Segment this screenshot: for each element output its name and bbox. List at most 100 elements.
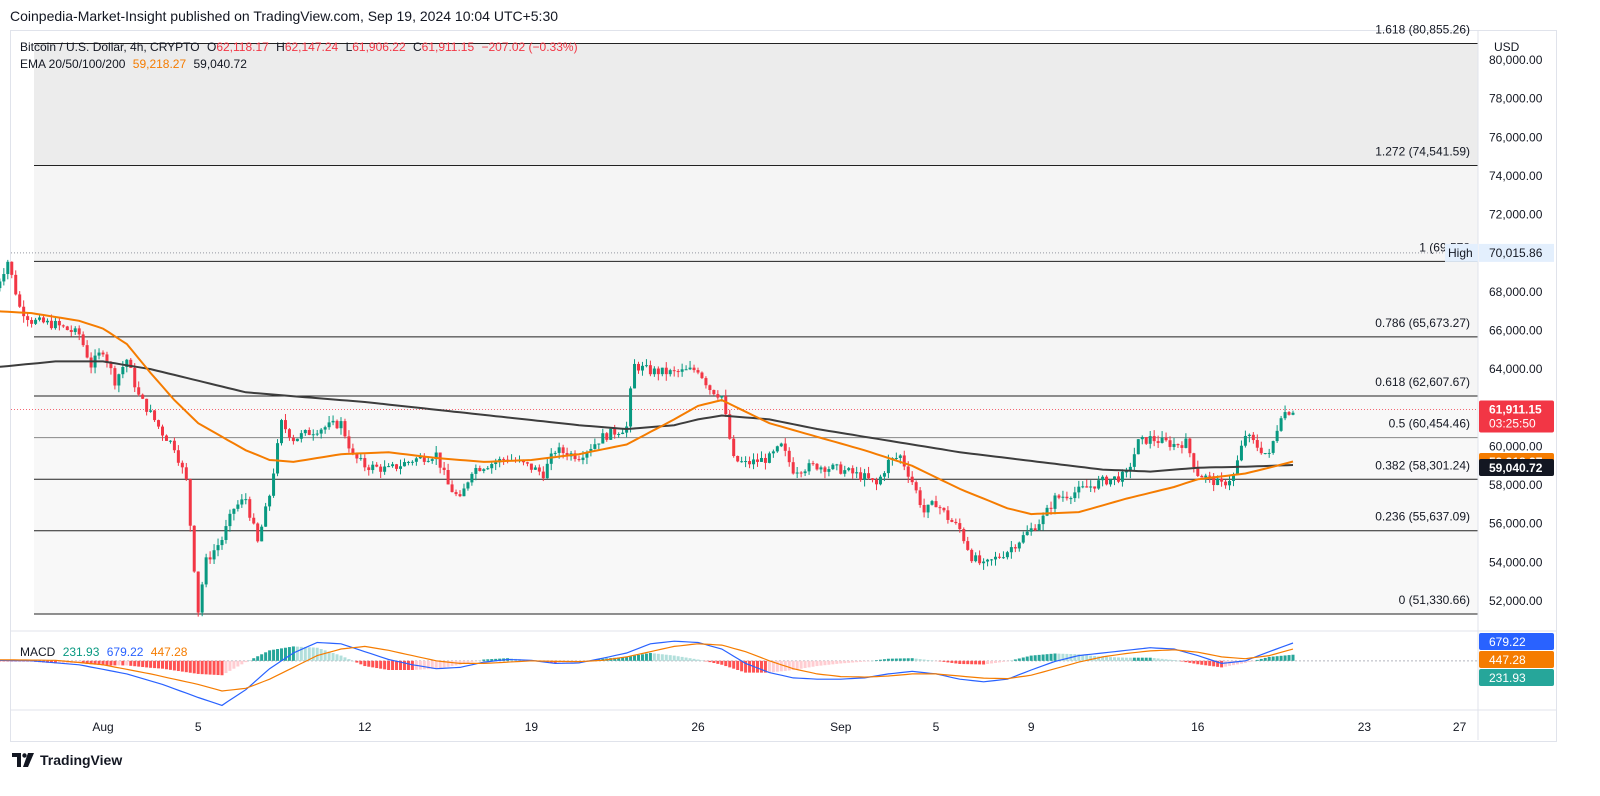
candle-body bbox=[950, 519, 954, 522]
candle-body bbox=[736, 456, 740, 462]
candle-body bbox=[637, 363, 640, 371]
high-price-label: 70,015.86 bbox=[1489, 246, 1543, 260]
macd-hist-bar bbox=[771, 660, 775, 673]
time-tick-label: 9 bbox=[1028, 720, 1035, 734]
macd-hist-bar bbox=[803, 660, 807, 669]
macd-hist-bar bbox=[1029, 655, 1033, 661]
candle-body bbox=[1005, 552, 1009, 558]
candle-body bbox=[490, 464, 494, 469]
candle-body bbox=[759, 457, 763, 462]
macd-hist-bar bbox=[2, 660, 6, 662]
candle-body bbox=[656, 368, 660, 375]
candle-body bbox=[561, 447, 565, 454]
candle-body bbox=[77, 328, 81, 335]
price-tick-label: 58,000.00 bbox=[1489, 478, 1543, 492]
macd-hist-bar bbox=[228, 660, 232, 671]
macd-hist-bar bbox=[371, 660, 375, 668]
candle-body bbox=[787, 450, 791, 463]
ema-label[interactable]: EMA 20/50/100/200 bbox=[20, 57, 126, 71]
candle-body bbox=[494, 462, 498, 465]
candle-body bbox=[434, 452, 438, 460]
macd-hist-bar bbox=[759, 660, 763, 673]
candle-body bbox=[371, 464, 375, 471]
macd-hist-bar bbox=[712, 660, 716, 664]
macd-hist-bar bbox=[890, 658, 894, 661]
macd-hist-bar bbox=[1021, 657, 1025, 661]
candle-body bbox=[898, 455, 902, 458]
candle-body bbox=[644, 365, 648, 367]
candle-body bbox=[351, 448, 355, 454]
candle-body bbox=[815, 463, 819, 470]
macd-hist-bar bbox=[684, 657, 688, 661]
macd-hist-bar bbox=[1220, 660, 1224, 668]
candle-body bbox=[545, 463, 549, 479]
macd-hist-bar bbox=[410, 660, 414, 670]
candle-body bbox=[878, 476, 882, 485]
candle-body bbox=[668, 370, 672, 375]
macd-hist-bar bbox=[823, 660, 827, 666]
macd-hist-bar bbox=[763, 660, 767, 673]
macd-hist-bar bbox=[791, 660, 795, 670]
candle-body bbox=[347, 436, 351, 449]
macd-label[interactable]: MACD bbox=[20, 645, 56, 659]
candle-body bbox=[113, 368, 117, 386]
fib-label: 1.618 (80,855.26) bbox=[1375, 22, 1470, 36]
candle-body bbox=[771, 451, 775, 454]
fib-label: 0.5 (60,454.46) bbox=[1389, 417, 1470, 431]
macd-hist-bar bbox=[446, 660, 450, 667]
candle-body bbox=[803, 471, 807, 474]
high-value: 62,147.24 bbox=[284, 40, 339, 54]
macd-hist-bar bbox=[1005, 660, 1009, 662]
candle-body bbox=[1184, 438, 1188, 448]
candle-body bbox=[1017, 542, 1021, 549]
close-value: 61,911.15 bbox=[421, 40, 475, 54]
candle-body bbox=[1220, 478, 1224, 482]
macd-hist-bar bbox=[1275, 656, 1279, 661]
time-tick-label: 19 bbox=[525, 720, 539, 734]
macd-hist-bar bbox=[200, 660, 204, 675]
candle-body bbox=[57, 320, 61, 326]
footer-brand: TradingView bbox=[40, 752, 123, 768]
candle-body bbox=[1033, 528, 1037, 531]
candle-body bbox=[1275, 430, 1279, 442]
macd-hist-bar bbox=[934, 660, 938, 662]
candle-body bbox=[1208, 475, 1212, 477]
candle-body bbox=[1069, 498, 1073, 500]
tradingview-logo[interactable]: TradingView bbox=[12, 752, 122, 768]
macd-hist-bar bbox=[1172, 660, 1176, 661]
candle-body bbox=[283, 420, 287, 430]
candle-body bbox=[335, 420, 339, 429]
candle-body bbox=[141, 394, 145, 399]
candle-body bbox=[34, 319, 38, 324]
symbol-name[interactable]: Bitcoin / U.S. Dollar, 4h, CRYPTO bbox=[20, 40, 200, 54]
macd-hist-bar bbox=[1041, 654, 1045, 661]
currency-label[interactable]: USD bbox=[1494, 40, 1520, 54]
macd-hist-bar bbox=[1120, 657, 1124, 661]
fib-label: 0.236 (55,637.09) bbox=[1375, 510, 1470, 524]
macd-hist-bar bbox=[640, 654, 644, 661]
candle-body bbox=[383, 466, 387, 472]
candle-body bbox=[811, 463, 815, 465]
macd-hist-bar bbox=[311, 647, 315, 661]
candle-body bbox=[1188, 438, 1192, 454]
macd-hist-bar bbox=[795, 660, 799, 670]
macd-hist-bar bbox=[272, 649, 276, 661]
macd-hist-bar bbox=[375, 660, 379, 669]
candle-body bbox=[843, 470, 847, 474]
macd-hist-bar bbox=[85, 660, 89, 664]
candle-body bbox=[291, 437, 295, 442]
candle-body bbox=[926, 504, 930, 513]
candle-body bbox=[835, 464, 839, 466]
macd-hist-bar bbox=[1148, 657, 1152, 661]
macd-hist-bar bbox=[855, 660, 859, 663]
candle-body bbox=[430, 459, 434, 461]
candle-body bbox=[1037, 524, 1041, 531]
macd-hist-bar bbox=[212, 660, 216, 675]
macd-tag-label: 231.93 bbox=[1489, 671, 1526, 685]
candle-body bbox=[375, 464, 379, 467]
price-tick-label: 66,000.00 bbox=[1489, 324, 1543, 338]
high-label: H bbox=[276, 40, 285, 54]
candle-body bbox=[208, 557, 212, 560]
macd-hist-bar bbox=[474, 660, 478, 662]
